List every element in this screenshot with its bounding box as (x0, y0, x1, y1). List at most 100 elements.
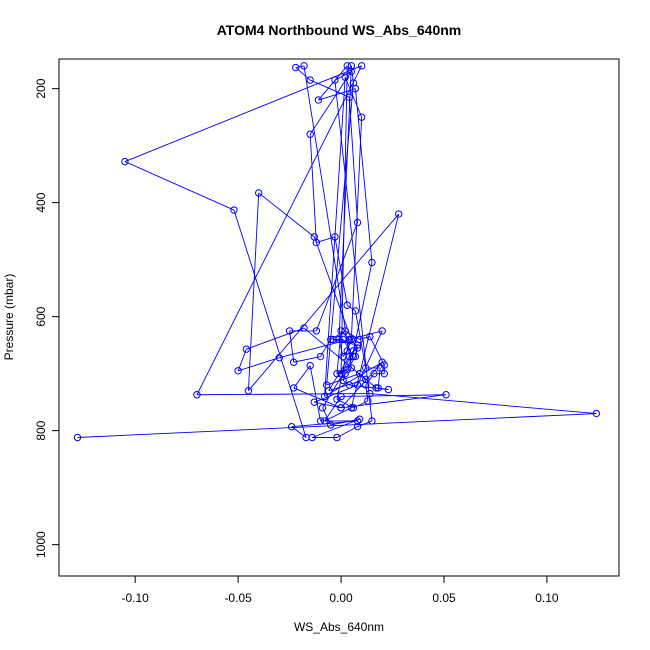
series-segment (324, 407, 352, 422)
data-point (316, 352, 325, 361)
series-segment (353, 400, 369, 409)
data-point (337, 404, 345, 412)
series-segment (334, 236, 348, 306)
data-point (347, 404, 356, 412)
data-point (355, 415, 364, 423)
data-point (339, 352, 347, 361)
series-segment (233, 209, 307, 438)
data-point (193, 391, 201, 399)
data-point (312, 238, 321, 247)
series-segment (349, 384, 389, 391)
series-segment (336, 426, 358, 438)
series-segment (309, 365, 321, 422)
chart-title: ATOM4 Northbound WS_Abs_640nm (217, 22, 462, 38)
y-tick-label: 600 (34, 306, 48, 326)
x-tick-label: 0.10 (535, 591, 559, 605)
series-segment (344, 77, 363, 118)
data-point (308, 433, 316, 442)
series-segment (338, 65, 352, 340)
series-segment (340, 361, 383, 409)
series-segment (328, 356, 350, 391)
series-segment (303, 65, 352, 369)
data-point (333, 369, 341, 378)
data-point (442, 391, 450, 399)
data-point (347, 67, 356, 76)
series-segment (336, 339, 350, 400)
data-point (380, 369, 388, 378)
data-point (345, 381, 353, 389)
series-segment (365, 373, 375, 386)
data-point (275, 353, 283, 362)
data-point (343, 347, 351, 355)
data-point (341, 73, 349, 81)
data-point (349, 404, 358, 412)
x-tick-label: -0.05 (224, 591, 252, 605)
x-axis-label: WS_Abs_640nm (294, 620, 384, 634)
x-tick-label: 0.00 (329, 591, 353, 605)
data-point (312, 327, 321, 335)
series-segment (246, 327, 305, 350)
x-axis: -0.10 -0.05 0.00 0.05 0.10 (121, 575, 559, 605)
x-tick-label: -0.10 (121, 591, 149, 605)
data-point (353, 344, 362, 352)
series-segment (312, 418, 360, 438)
data-point (337, 369, 345, 378)
series-segment (237, 357, 280, 372)
series-segment (314, 401, 342, 409)
data-point (306, 361, 314, 370)
data-point (370, 369, 378, 378)
data-point (372, 384, 380, 392)
series-segment (247, 192, 260, 391)
series-segment (258, 192, 315, 238)
data-point (230, 206, 238, 214)
data-point (349, 352, 358, 361)
data-point (353, 422, 362, 431)
data-point (341, 327, 349, 335)
data-point (333, 433, 341, 442)
data-point (314, 96, 323, 104)
data-point (242, 345, 251, 353)
series-segment (77, 413, 597, 438)
data-point (353, 381, 362, 389)
series-segment (344, 330, 360, 340)
data-point (121, 157, 129, 166)
data-point (327, 335, 335, 344)
data-point (347, 62, 356, 70)
data-point (292, 63, 300, 72)
data-point (73, 433, 82, 442)
series-segment (318, 88, 356, 101)
data-point (290, 358, 298, 366)
series-segment (309, 134, 317, 243)
series-segment (279, 330, 383, 359)
data-point (355, 369, 364, 378)
series-segment (342, 380, 350, 386)
data-point (351, 307, 360, 315)
data-point (362, 364, 370, 372)
data-point (343, 62, 351, 70)
data-point (357, 62, 366, 70)
data-point (368, 258, 376, 267)
data-point (300, 62, 308, 70)
data-point (285, 327, 294, 335)
data-point (306, 76, 314, 84)
series-segment (237, 348, 247, 371)
data-point (384, 385, 393, 394)
y-tick-label: 400 (34, 192, 48, 212)
y-tick-label: 1000 (34, 531, 48, 558)
data-point (320, 392, 329, 401)
data-point (353, 417, 362, 425)
data-point (362, 381, 370, 389)
series-segment (293, 365, 311, 389)
data-point (380, 361, 388, 369)
x-tick-label: 0.05 (432, 591, 456, 605)
series-segment (326, 373, 360, 386)
series-segment (334, 80, 373, 422)
data-point (343, 301, 351, 309)
series-segment (295, 65, 305, 68)
data-point (345, 93, 353, 101)
series-segment (346, 339, 352, 352)
series-segment (357, 420, 373, 428)
series-segment (359, 336, 371, 340)
